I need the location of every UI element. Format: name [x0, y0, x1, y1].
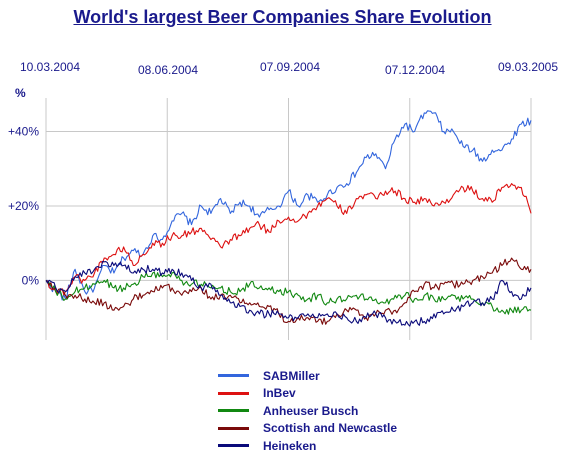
- legend-label: Scottish and Newcastle: [263, 421, 398, 436]
- legend-swatch: [218, 374, 249, 378]
- x-tick-label: 07.09.2004: [260, 60, 320, 74]
- legend-item: SABMiller: [218, 367, 397, 385]
- legend-item: InBev: [218, 385, 397, 403]
- y-axis-label: %: [15, 86, 26, 100]
- series-line-scottish-and-newcastle: [45, 257, 532, 325]
- chart-title: World's largest Beer Companies Share Evo…: [73, 7, 492, 27]
- y-tick-labels: +40% +20% 0%: [8, 125, 39, 288]
- legend-label: Anheuser Busch: [263, 403, 359, 418]
- y-tick-label: +20%: [8, 199, 39, 213]
- series-line-anheuser-busch: [45, 271, 532, 315]
- legend-item: Scottish and Newcastle: [218, 420, 397, 438]
- grid-lines: [45, 98, 532, 340]
- y-tick-label: +40%: [8, 125, 39, 139]
- x-tick-label: 10.03.2004: [20, 60, 80, 74]
- legend-swatch: [218, 426, 249, 430]
- x-tick-label: 08.06.2004: [138, 63, 198, 77]
- legend-label: SABMiller: [263, 368, 320, 383]
- legend-label: Heineken: [263, 438, 317, 453]
- series-lines: [45, 110, 532, 327]
- x-tick-labels: 10.03.2004 08.06.2004 07.09.2004 07.12.2004…: [20, 60, 558, 77]
- series-line-sabmiller: [46, 110, 532, 301]
- legend-swatch: [218, 391, 249, 395]
- x-tick-label: 07.12.2004: [385, 63, 445, 77]
- legend-item: Heineken: [218, 437, 397, 455]
- y-tick-label: 0%: [22, 273, 40, 287]
- legend-swatch: [218, 409, 249, 413]
- legend-label: InBev: [263, 386, 296, 401]
- series-line-heineken: [45, 260, 532, 327]
- legend: SABMiller InBev Anheuser Busch Scottish and…: [218, 367, 397, 455]
- legend-swatch: [218, 444, 249, 448]
- series-line-inbev: [45, 183, 532, 296]
- legend-item: Anheuser Busch: [218, 402, 397, 420]
- x-tick-label: 09.03.2005: [498, 60, 558, 74]
